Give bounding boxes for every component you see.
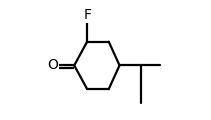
- Text: O: O: [47, 58, 58, 72]
- Text: F: F: [83, 8, 91, 22]
